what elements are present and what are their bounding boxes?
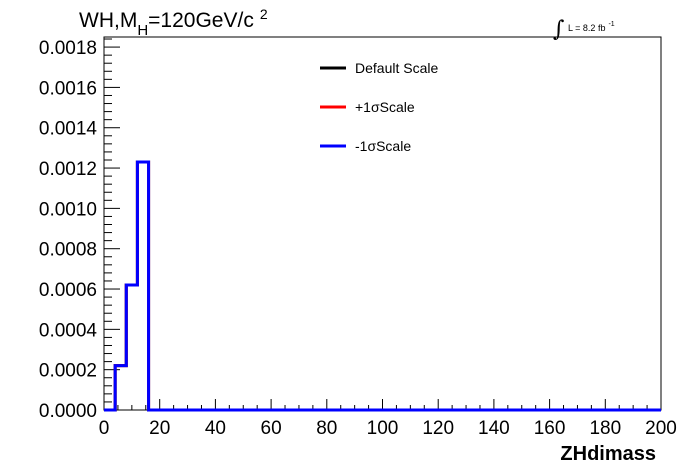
legend-label-0: Default Scale: [355, 60, 438, 76]
y-tick-label: 0.0004: [39, 320, 98, 341]
x-tick-label: 180: [589, 418, 621, 439]
x-tick-label: 40: [205, 418, 226, 439]
y-tick-label: 0.0010: [39, 199, 97, 220]
series-line-1: [104, 160, 661, 412]
x-tick-label: 0: [99, 418, 110, 439]
y-tick-label: 0.0014: [39, 119, 98, 140]
y-tick-label: 0.0006: [39, 280, 97, 301]
series-line-2: [104, 160, 661, 412]
y-tick-label: 0.0016: [39, 78, 97, 99]
legend: Default Scale +1σScale -1σScale: [320, 60, 438, 154]
y-tick-label: 0.0002: [39, 361, 97, 382]
series-line-0: [104, 160, 661, 412]
y-tick-label: 0.0008: [39, 240, 97, 261]
legend-label-1: +1σScale: [355, 99, 415, 115]
title-main: WH,M: [79, 9, 137, 32]
x-tick-label: 80: [316, 418, 337, 439]
x-tick-label: 100: [367, 418, 399, 439]
y-tick-label: 0.0018: [39, 38, 97, 59]
lumi-integral: ∫: [553, 17, 565, 42]
y-axis: 0.0000 0.0002 0.0004 0.0006 0.0008 0.0010 0.00…: [39, 38, 120, 422]
chart-title: WH,MH=120GeV/c 2: [79, 6, 268, 39]
title-subscript: H: [137, 22, 148, 39]
x-tick-label: 120: [422, 418, 454, 439]
x-tick-label: 20: [149, 418, 170, 439]
x-axis-title: ZHdimass: [560, 443, 656, 465]
lumi-label: L = 8.2 fb -1: [568, 21, 615, 33]
legend-label-2: -1σScale: [355, 138, 411, 154]
x-tick-label: 140: [478, 418, 510, 439]
title-rest: =120GeV/c: [148, 9, 254, 32]
x-axis: 0 20 40 60 80 100 120 140 160 180 200: [99, 399, 677, 439]
x-tick-label: 160: [534, 418, 566, 439]
x-tick-label: 60: [261, 418, 282, 439]
title-superscript: 2: [260, 6, 268, 22]
y-tick-label: 0.0012: [39, 159, 97, 180]
series-layer: [104, 160, 661, 412]
y-tick-label: 0.0000: [39, 401, 97, 422]
plot-frame: [103, 36, 662, 411]
x-tick-label: 200: [645, 418, 677, 439]
